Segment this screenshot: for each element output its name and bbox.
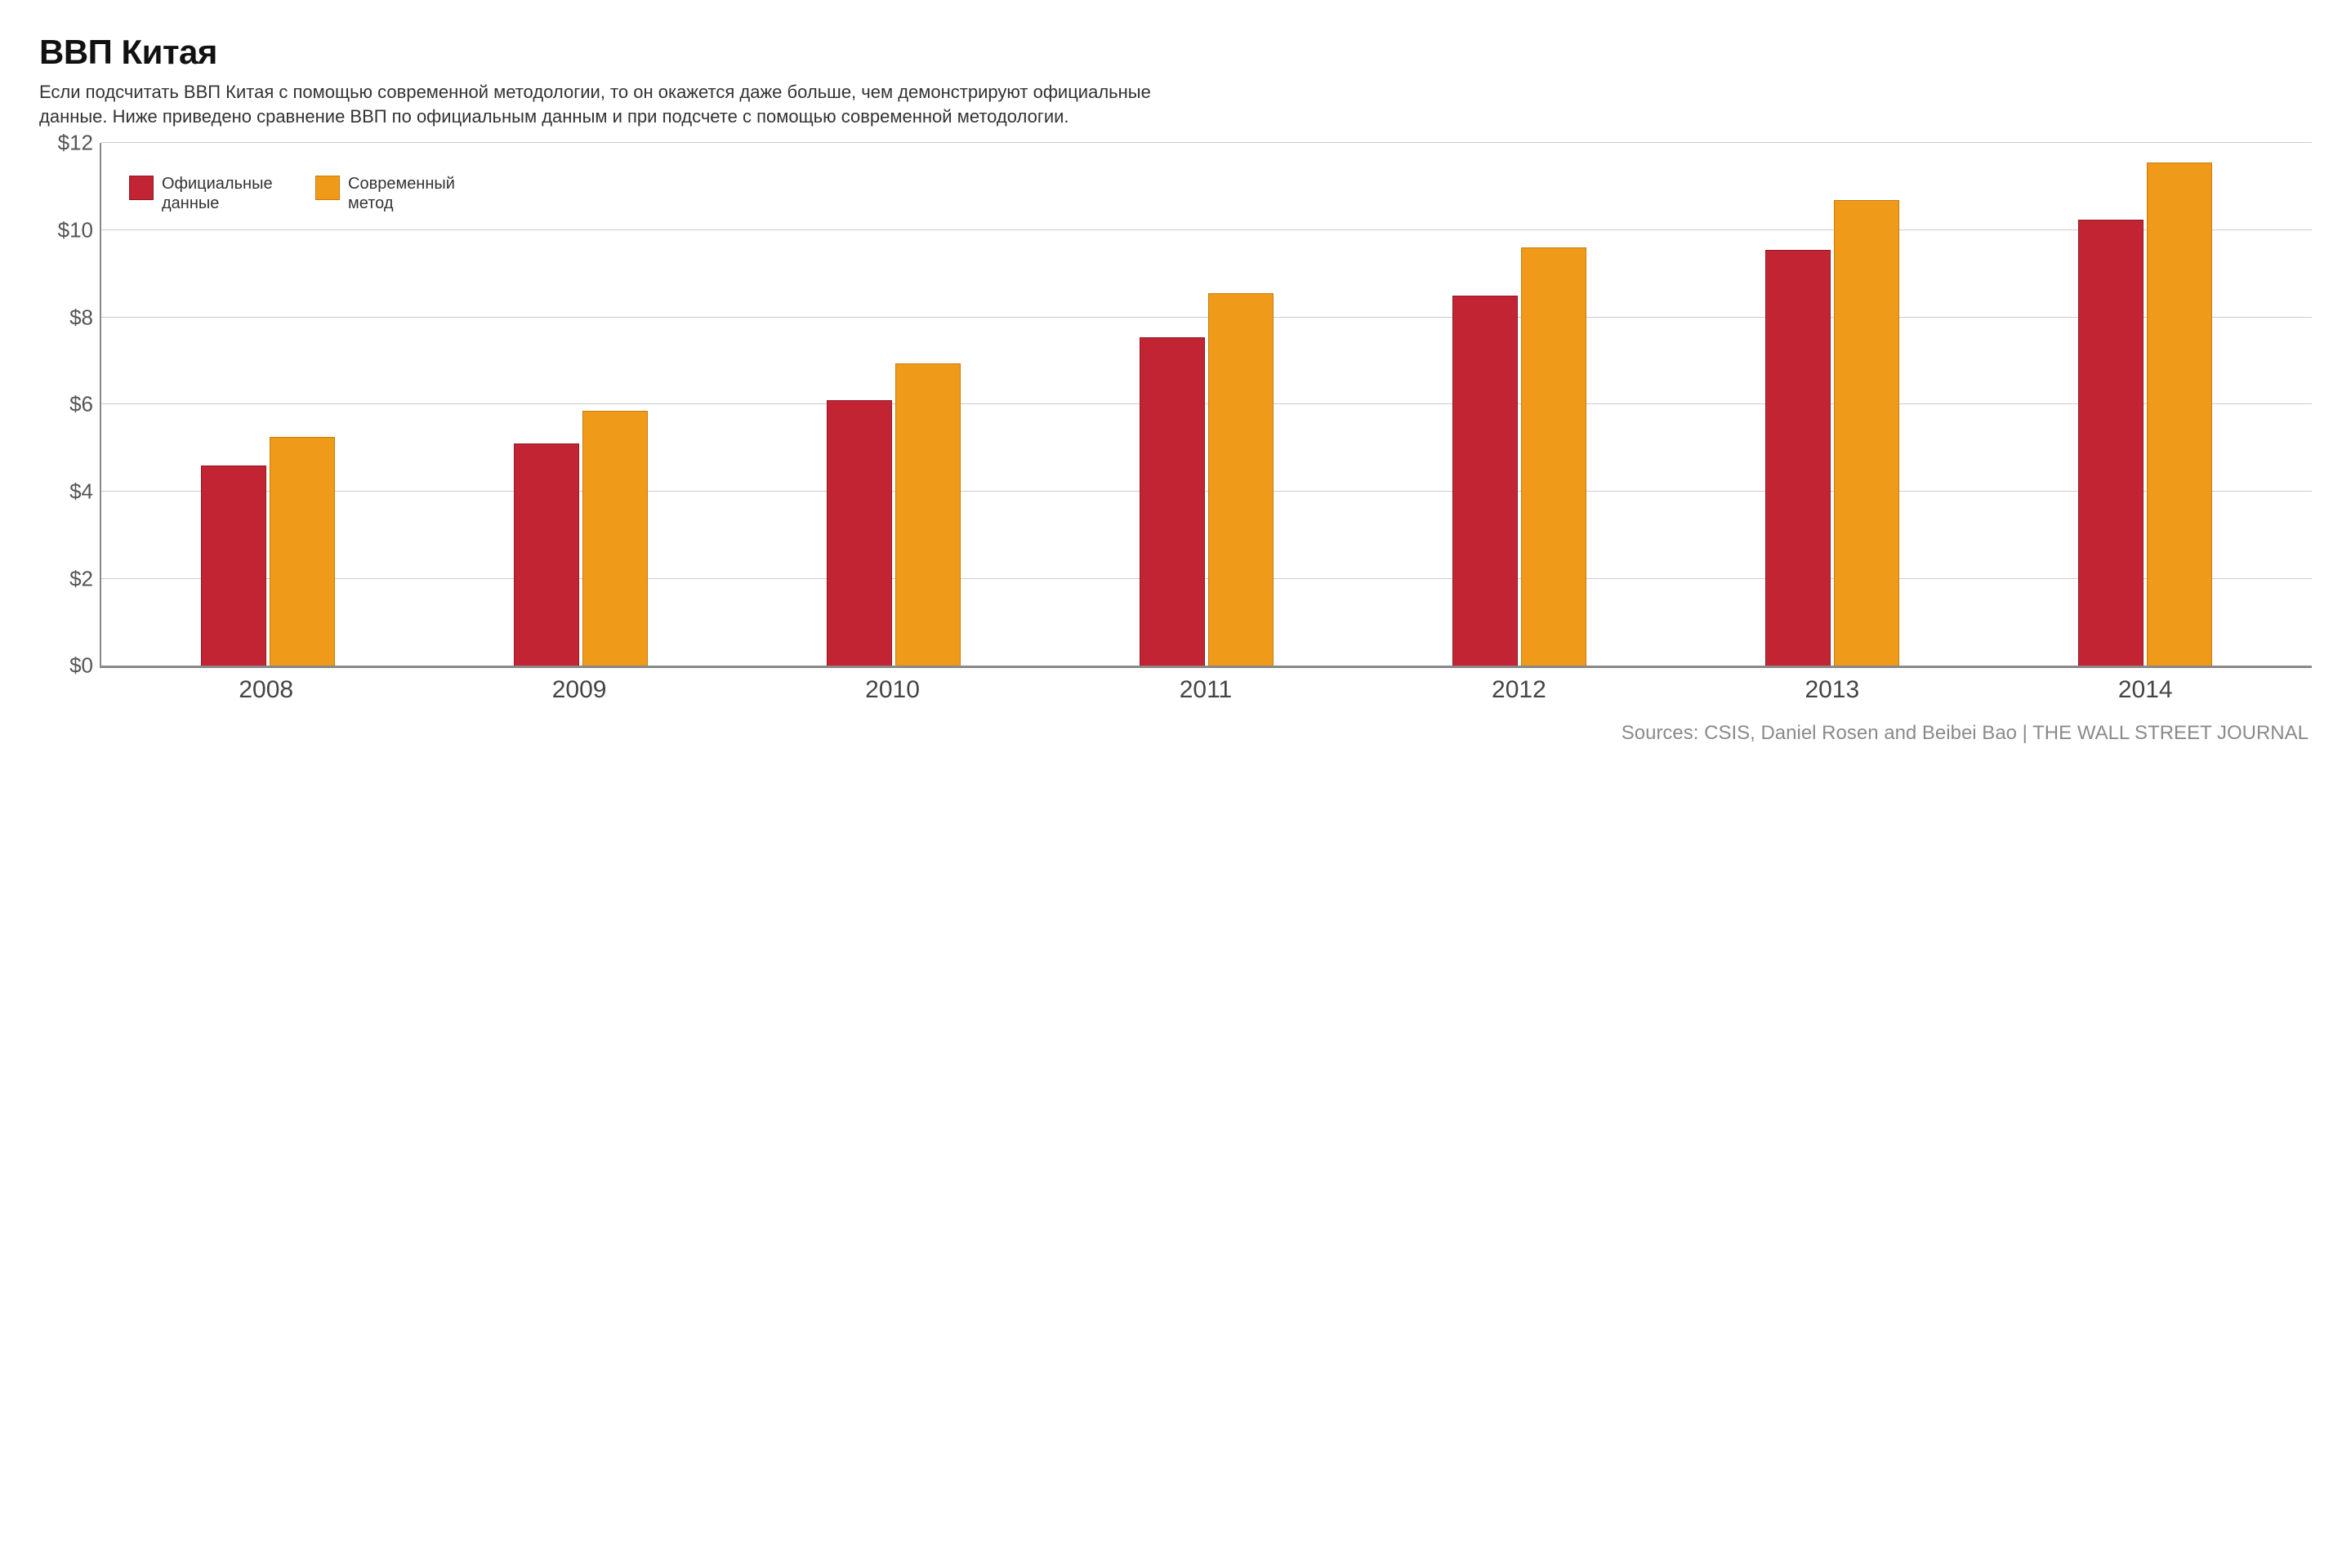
chart-inner: $0$2$4$6$8$10$12 <box>39 143 2312 668</box>
year-group <box>1989 143 2302 666</box>
x-tick-label: 2014 <box>1989 676 2302 704</box>
legend-label: Официальные данные <box>162 174 292 213</box>
legend-swatch-icon <box>315 176 340 200</box>
bars-layer <box>101 143 2312 666</box>
plot-area <box>100 143 2312 668</box>
legend: Официальные данные Современный метод <box>129 174 479 213</box>
year-group <box>1676 143 1989 666</box>
bar-modern <box>2147 163 2212 666</box>
year-group <box>424 143 737 666</box>
x-tick-label: 2013 <box>1675 676 1988 704</box>
y-tick-label: $8 <box>69 305 93 330</box>
x-tick-label: 2012 <box>1363 676 1675 704</box>
bar-official <box>2078 220 2144 666</box>
bar-official <box>514 443 579 666</box>
bar-modern <box>1521 247 1586 666</box>
y-tick-label: $0 <box>69 653 93 679</box>
y-tick-label: $6 <box>69 392 93 417</box>
year-group <box>111 143 424 666</box>
bar-official <box>1765 250 1831 666</box>
y-tick-label: $10 <box>58 218 93 243</box>
bar-official <box>1140 337 1205 666</box>
legend-swatch-icon <box>129 176 154 200</box>
chart-container: ВВП Китая Если подсчитать ВВП Китая с по… <box>0 0 2351 769</box>
chart-subtitle: Если подсчитать ВВП Китая с помощью совр… <box>39 80 1183 128</box>
bar-modern <box>270 437 335 666</box>
legend-item-modern: Современный метод <box>315 174 479 213</box>
x-tick-label: 2008 <box>109 676 422 704</box>
legend-label: Современный метод <box>348 174 479 213</box>
year-group <box>1363 143 1676 666</box>
legend-item-official: Официальные данные <box>129 174 292 213</box>
bar-modern <box>1834 200 1899 666</box>
y-tick-label: $2 <box>69 566 93 591</box>
x-tick-label: 2011 <box>1049 676 1362 704</box>
x-tick-label: 2009 <box>422 676 735 704</box>
x-tick-label: 2010 <box>736 676 1049 704</box>
bar-official <box>827 400 892 666</box>
y-tick-label: $12 <box>58 131 93 156</box>
chart-box: Официальные данные Современный метод $0 $… <box>39 143 2312 704</box>
year-group <box>737 143 1050 666</box>
bar-modern <box>1208 293 1274 666</box>
bar-modern <box>582 411 648 666</box>
x-axis: 2008200920102011201220132014 <box>100 668 2312 704</box>
year-group <box>1050 143 1363 666</box>
y-axis: $0$2$4$6$8$10$12 <box>39 143 100 666</box>
chart-title: ВВП Китая <box>39 33 2312 72</box>
source-line: Sources: CSIS, Daniel Rosen and Beibei B… <box>39 722 2312 745</box>
bar-official <box>1452 296 1518 666</box>
bar-modern <box>895 363 961 666</box>
y-tick-label: $4 <box>69 479 93 505</box>
bar-official <box>201 466 266 666</box>
